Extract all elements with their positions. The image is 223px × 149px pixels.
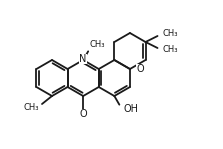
Text: CH₃: CH₃ <box>163 30 178 38</box>
Text: CH₃: CH₃ <box>163 45 178 55</box>
Text: CH₃: CH₃ <box>23 104 39 112</box>
Text: N: N <box>79 54 87 64</box>
Text: OH: OH <box>123 104 138 114</box>
Text: CH₃: CH₃ <box>89 40 105 49</box>
Text: O: O <box>137 64 145 74</box>
Text: O: O <box>79 109 87 119</box>
